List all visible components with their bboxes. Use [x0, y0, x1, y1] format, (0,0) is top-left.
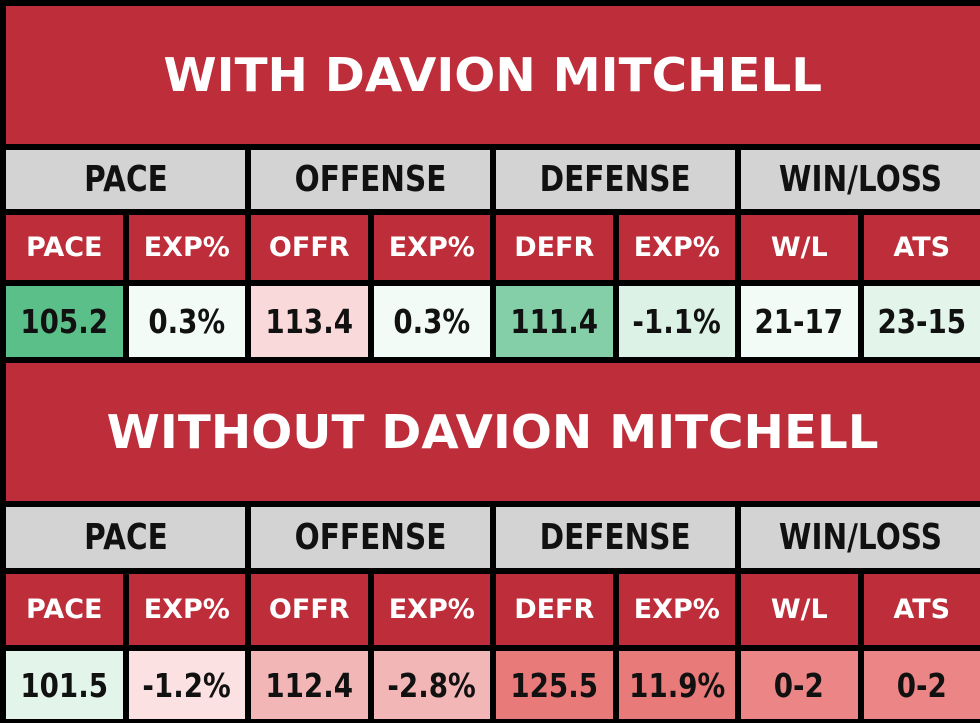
with-group-offense: OFFENSE [251, 150, 490, 209]
without-value-pace: 101.5 [6, 651, 123, 719]
without-group-pace: PACE [6, 507, 245, 568]
without-subheader-offr-exp: EXP% [373, 574, 490, 645]
with-subheader-ats: ATS [863, 215, 980, 280]
without-value-ats: 0-2 [863, 651, 980, 719]
without-value-wl: 0-2 [741, 651, 858, 719]
without-value-offr: 112.4 [251, 651, 368, 719]
with-subheader-offr-exp: EXP% [373, 215, 490, 280]
with-group-pace: PACE [6, 150, 245, 209]
with-subheader-defr-exp: EXP% [618, 215, 735, 280]
without-section-title: WITHOUT DAVION MITCHELL [6, 363, 980, 501]
without-subheader-offr: OFFR [251, 574, 368, 645]
with-value-offr-exp: 0.3% [373, 286, 490, 357]
without-subheader-defr-exp: EXP% [618, 574, 735, 645]
with-value-defr: 111.4 [496, 286, 613, 357]
with-value-wl: 21-17 [741, 286, 858, 357]
without-subheader-defr: DEFR [496, 574, 613, 645]
without-subheader-pace: PACE [6, 574, 123, 645]
with-subheader-defr: DEFR [496, 215, 613, 280]
with-subheader-offr: OFFR [251, 215, 368, 280]
with-value-offr: 113.4 [251, 286, 368, 357]
without-value-pace-exp: -1.2% [128, 651, 245, 719]
without-group-offense: OFFENSE [251, 507, 490, 568]
without-subheader-ats: ATS [863, 574, 980, 645]
with-value-ats: 23-15 [863, 286, 980, 357]
without-value-defr-exp: 11.9% [618, 651, 735, 719]
without-group-defense: DEFENSE [496, 507, 735, 568]
with-value-pace: 105.2 [6, 286, 123, 357]
with-subheader-wl: W/L [741, 215, 858, 280]
with-value-defr-exp: -1.1% [618, 286, 735, 357]
without-subheader-wl: W/L [741, 574, 858, 645]
with-value-pace-exp: 0.3% [128, 286, 245, 357]
with-group-defense: DEFENSE [496, 150, 735, 209]
without-group-win-loss: WIN/LOSS [741, 507, 980, 568]
with-subheader-pace-exp: EXP% [128, 215, 245, 280]
with-section-title: WITH DAVION MITCHELL [6, 6, 980, 144]
with-group-win-loss: WIN/LOSS [741, 150, 980, 209]
with-subheader-pace: PACE [6, 215, 123, 280]
without-value-offr-exp: -2.8% [373, 651, 490, 719]
without-value-defr: 125.5 [496, 651, 613, 719]
without-subheader-pace-exp: EXP% [128, 574, 245, 645]
